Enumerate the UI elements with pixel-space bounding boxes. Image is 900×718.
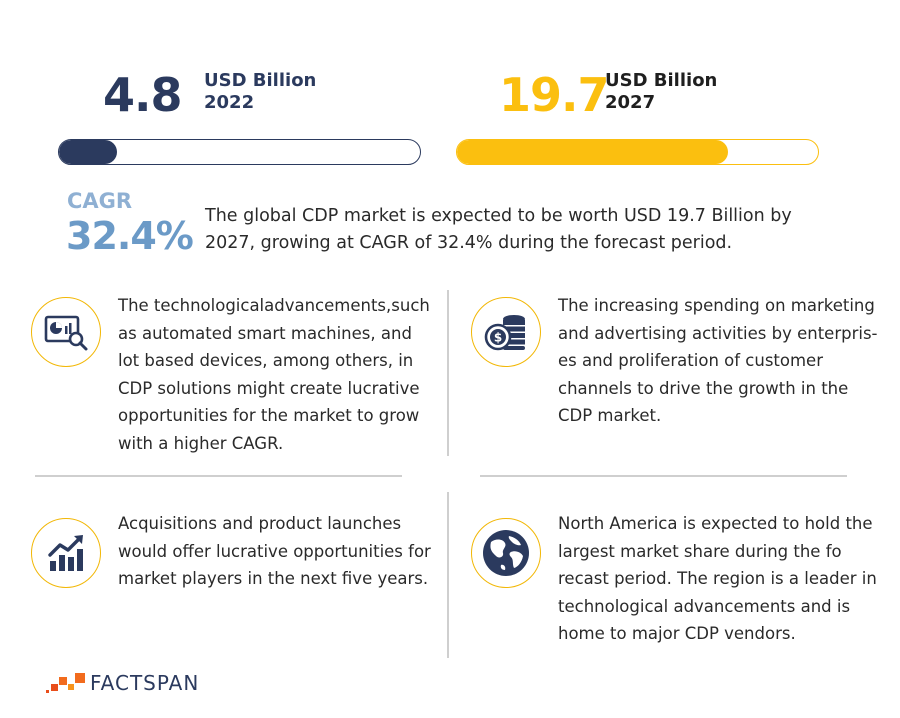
card-text-line: market players in the next five years. [118, 569, 429, 588]
card-2-text: The increasing spending on marketing and … [558, 292, 878, 430]
card-text-line: CDP solutions might create lucrative [118, 378, 420, 398]
bar-2022-track [58, 139, 421, 165]
card-text-line: es and proliferation of customer [558, 351, 823, 370]
card-text-line: with a higher CAGR. [118, 433, 284, 453]
cagr-value: 32.4% [66, 214, 194, 258]
brand-logo: FACTSPAN [46, 671, 199, 695]
svg-text:$: $ [494, 331, 502, 345]
card-text-line: opportunities for the market to grow [118, 406, 420, 425]
card-text-line: Acquisitions and product launches [118, 514, 402, 533]
card-text-line: lot based devices, among others, in [118, 351, 414, 370]
horizontal-divider-right [480, 475, 847, 477]
card-text-line: as automated smart machines, and [118, 323, 412, 343]
bar-2022-fill [59, 140, 117, 164]
coin-stack-icon: $ [484, 315, 525, 351]
brand-mark-icon [46, 673, 85, 693]
card-1-text: The technologicaladvancements,such as aut… [118, 292, 438, 457]
card-4-text: North America is expected to hold the lar… [558, 510, 878, 648]
card-text-line: and advertising activities by enterpris- [558, 323, 878, 343]
stat-2027-unit: USD Billion [605, 70, 718, 91]
stat-2022-value: 4.8 [103, 68, 182, 122]
horizontal-divider-left [35, 475, 402, 477]
card-text-line: The increasing spending on marketing [558, 296, 875, 315]
analytics-search-icon [44, 315, 88, 351]
card-text-line: recast period. The region is a leader in [558, 569, 877, 588]
vertical-divider-bottom [447, 492, 449, 658]
stat-2022-unit: USD Billion [204, 70, 317, 91]
bar-2027-fill [457, 140, 728, 164]
card-text-line: CDP market. [558, 406, 662, 425]
card-text-line: channels to drive the growth in the [558, 378, 849, 398]
vertical-divider-top [447, 290, 449, 456]
bar-2027-track [456, 139, 819, 165]
card-1-icon-circle [31, 297, 101, 367]
globe-icon [483, 530, 529, 576]
summary-line: 2027, growing at CAGR of 32.4% during th… [205, 233, 733, 253]
card-text-line: technological advancements and is [558, 596, 851, 616]
card-text-line: largest market share during the fo [558, 541, 842, 561]
cagr-label: CAGR [67, 189, 133, 213]
brand-name: FACTSPAN [90, 671, 200, 695]
card-text-line: home to major CDP vendors. [558, 624, 796, 643]
stat-2027-year: 2027 [605, 92, 656, 113]
card-text-line: North America is expected to hold the [558, 514, 873, 533]
summary-text: The global CDP market is expected to be … [205, 203, 825, 257]
card-3-icon-circle [31, 518, 101, 588]
stat-2027-caption: USD Billion 2027 [605, 70, 717, 114]
card-text-line: would offer lucrative opportunities for [118, 541, 431, 561]
card-3-text: Acquisitions and product launches would o… [118, 510, 438, 593]
stat-2022-caption: USD Billion 2022 [204, 70, 316, 114]
stat-2022-year: 2022 [204, 92, 255, 113]
growth-chart-icon [48, 535, 83, 571]
card-4-icon-circle [471, 518, 541, 588]
card-text-line: The technologicaladvancements,such [118, 296, 430, 315]
card-2-icon-circle: $ [471, 297, 541, 367]
stat-2027-value: 19.7 [499, 68, 609, 122]
summary-line: The global CDP market is expected to be … [205, 206, 792, 226]
